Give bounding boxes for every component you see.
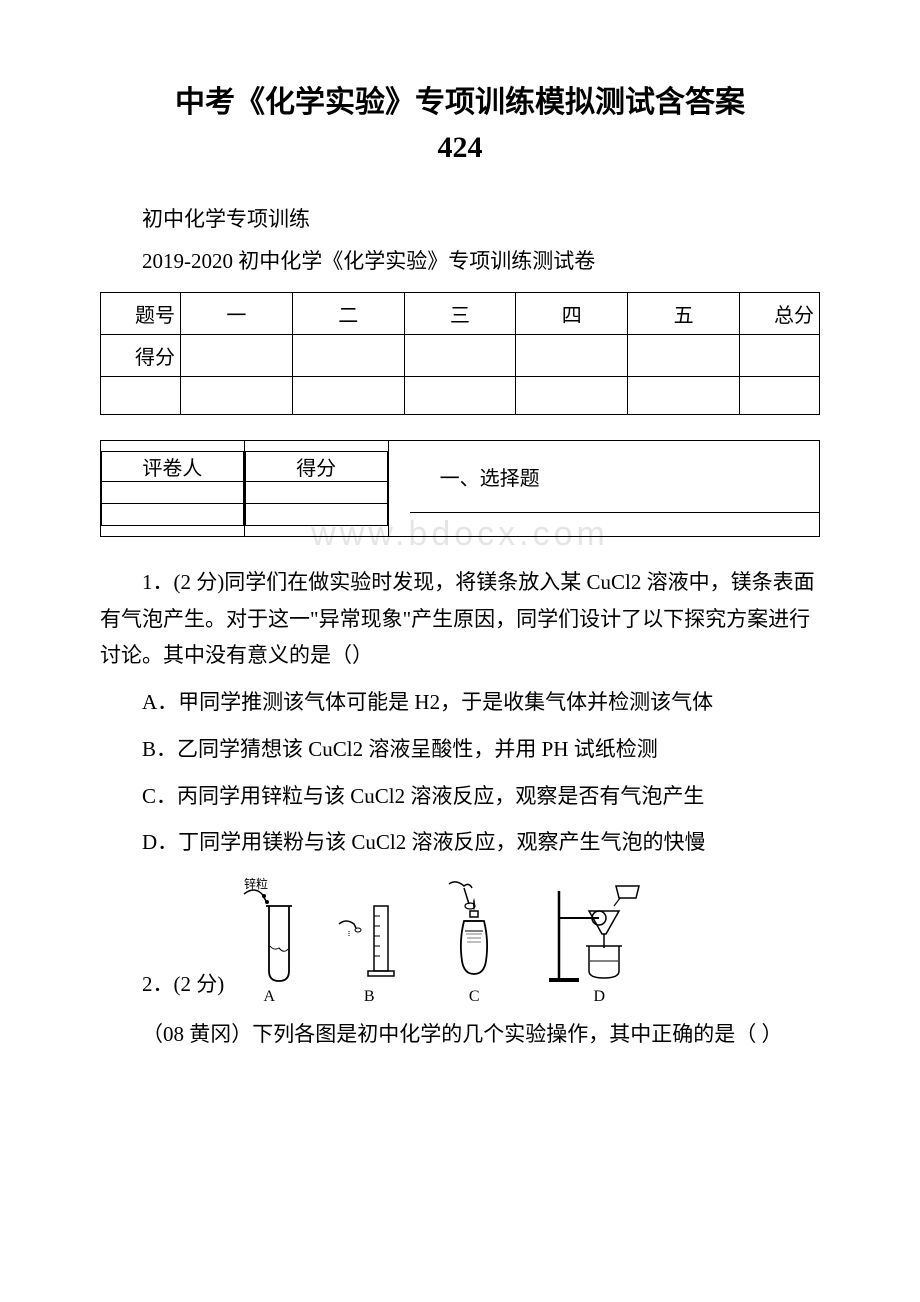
score-row2-label: 得分 bbox=[101, 334, 181, 376]
score-total-label: 总分 bbox=[740, 292, 820, 334]
figure-c-label: C bbox=[434, 988, 514, 1006]
figure-c: C bbox=[434, 876, 514, 1006]
question-2-label: 2．(2 分) bbox=[142, 968, 224, 1006]
section-score-col: 得分 bbox=[244, 440, 388, 536]
section-cell bbox=[410, 512, 820, 536]
score-cell bbox=[292, 376, 404, 414]
subtitle-2: 2019-2020 初中化学《化学实验》专项训练测试卷 bbox=[100, 242, 820, 282]
figure-a: 锌粒 A bbox=[234, 876, 304, 1006]
section-title: 一、选择题 bbox=[410, 440, 820, 512]
table-row bbox=[101, 376, 820, 414]
document-title: 中考《化学实验》专项训练模拟测试含答案 424 bbox=[100, 80, 820, 170]
section-cell bbox=[102, 503, 244, 525]
section-grader-label: 评卷人 bbox=[102, 451, 244, 481]
graduated-cylinder-icon bbox=[334, 876, 404, 986]
section-cell bbox=[245, 481, 387, 503]
section-cell bbox=[245, 503, 387, 525]
score-cell bbox=[292, 334, 404, 376]
table-row: 评卷人 得分 一、选择题 bbox=[101, 440, 820, 512]
filtration-icon bbox=[544, 876, 654, 986]
section-table: 评卷人 得分 一、选择题 bbox=[100, 440, 820, 537]
score-cell bbox=[628, 376, 740, 414]
zinc-label: 锌粒 bbox=[244, 876, 268, 891]
section-cell bbox=[102, 481, 244, 503]
score-cell bbox=[740, 376, 820, 414]
score-cell bbox=[628, 334, 740, 376]
question-2-stem: （08 黄冈）下列各图是初中化学的几个实验操作，其中正确的是（ ） bbox=[100, 1016, 820, 1053]
figure-d: D bbox=[544, 876, 654, 1006]
section-grader-col: 评卷人 bbox=[101, 440, 245, 536]
figure-a-label: A bbox=[234, 988, 304, 1006]
title-line-1: 中考《化学实验》专项训练模拟测试含答案 bbox=[175, 86, 745, 119]
figures-container: 锌粒 A bbox=[234, 876, 654, 1006]
figure-b-label: B bbox=[334, 988, 404, 1006]
section-score-label: 得分 bbox=[245, 451, 387, 481]
question-1-stem: 1．(2 分)同学们在做实验时发现，将镁条放入某 CuCl2 溶液中，镁条表面有… bbox=[100, 564, 820, 674]
figure-d-label: D bbox=[544, 988, 654, 1006]
question-2-figure-row: 2．(2 分) 锌粒 A bbox=[100, 876, 820, 1006]
score-cell bbox=[404, 376, 516, 414]
test-tube-icon: 锌粒 bbox=[234, 876, 304, 986]
alcohol-lamp-icon bbox=[434, 876, 514, 986]
score-cell bbox=[516, 334, 628, 376]
score-cell bbox=[101, 376, 181, 414]
question-1-option-a: A．甲同学推测该气体可能是 H2，于是收集气体并检测该气体 bbox=[100, 684, 820, 721]
table-row: 题号 一 二 三 四 五 总分 bbox=[101, 292, 820, 334]
title-line-2: 424 bbox=[438, 131, 483, 164]
figure-b: B bbox=[334, 876, 404, 1006]
score-cell bbox=[516, 376, 628, 414]
question-1-option-c: C．丙同学用锌粒与该 CuCl2 溶液反应，观察是否有气泡产生 bbox=[100, 778, 820, 815]
table-row: 得分 bbox=[101, 334, 820, 376]
subtitle-1: 初中化学专项训练 bbox=[100, 200, 820, 240]
score-cell bbox=[740, 334, 820, 376]
question-1-option-d: D．丁同学用镁粉与该 CuCl2 溶液反应，观察产生气泡的快慢 bbox=[100, 824, 820, 861]
score-col-5: 五 bbox=[628, 292, 740, 334]
score-col-2: 二 bbox=[292, 292, 404, 334]
score-col-1: 一 bbox=[181, 292, 293, 334]
score-cell bbox=[404, 334, 516, 376]
question-1-option-b: B．乙同学猜想该 CuCl2 溶液呈酸性，并用 PH 试纸检测 bbox=[100, 731, 820, 768]
score-col-3: 三 bbox=[404, 292, 516, 334]
score-cell bbox=[181, 334, 293, 376]
score-header-label: 题号 bbox=[101, 292, 181, 334]
section-spacer bbox=[388, 440, 410, 536]
score-table: 题号 一 二 三 四 五 总分 得分 bbox=[100, 292, 820, 415]
score-col-4: 四 bbox=[516, 292, 628, 334]
score-cell bbox=[181, 376, 293, 414]
